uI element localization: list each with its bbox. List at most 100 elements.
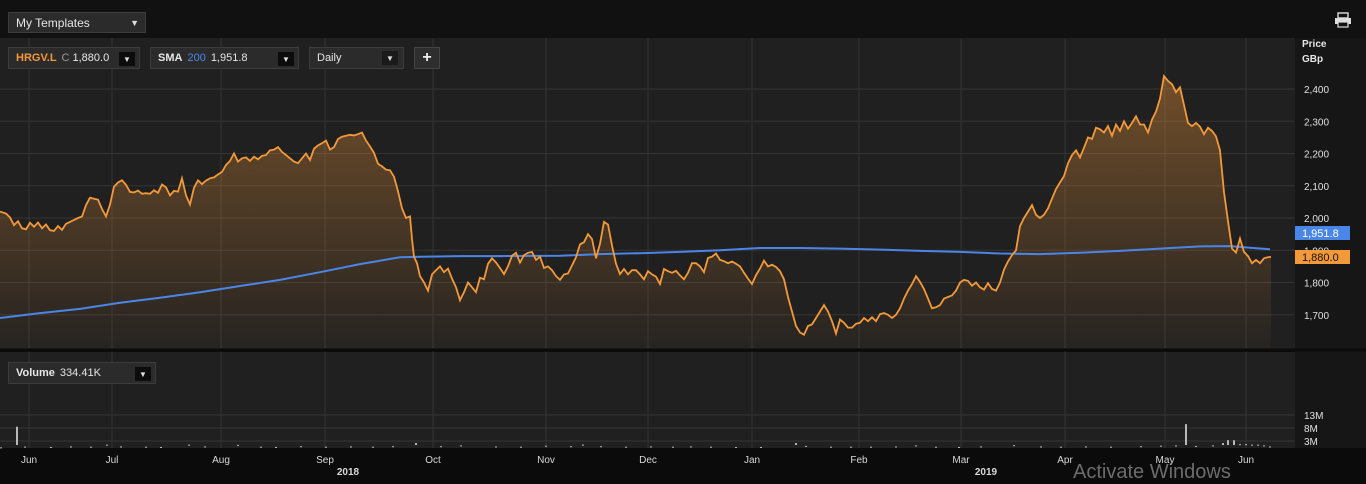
- interval-select[interactable]: Daily ▼: [309, 47, 404, 69]
- sma-period: 200: [187, 52, 206, 64]
- volume-bar: [735, 446, 737, 448]
- volume-bar: [1140, 446, 1142, 448]
- year-label: 2019: [975, 467, 998, 478]
- volume-bars: [0, 424, 1271, 449]
- price-axis-unit: GBp: [1302, 54, 1323, 65]
- x-tick-label: May: [1156, 455, 1175, 466]
- volume-bar: [850, 446, 852, 448]
- volume-bar: [710, 446, 712, 448]
- y-tick-label: 2,200: [1304, 150, 1329, 161]
- volume-bar: [275, 446, 277, 448]
- symbol-legend[interactable]: HRGV.L C 1,880.0 ▼: [8, 47, 140, 69]
- volume-bar: [1239, 444, 1241, 446]
- volume-bar: [372, 446, 374, 448]
- plus-icon: +: [422, 49, 432, 66]
- volume-bar: [0, 447, 2, 449]
- volume-bar: [1060, 446, 1062, 448]
- chevron-down-icon[interactable]: ▼: [382, 51, 398, 65]
- volume-bar: [570, 446, 572, 448]
- volume-bar: [1233, 440, 1235, 445]
- right-axis-background: [1295, 38, 1366, 448]
- symbol-type: C: [61, 52, 70, 64]
- time-axis: Jun Jul Aug Sep Oct Nov Dec Jan Feb Mar Apr May Jun 2…: [21, 455, 1254, 478]
- x-tick-label: Feb: [850, 455, 868, 466]
- volume-bar: [1212, 445, 1214, 447]
- volume-bar: [870, 446, 872, 448]
- chevron-down-icon[interactable]: ▼: [278, 52, 294, 66]
- volume-value: 334.41K: [59, 367, 101, 379]
- top-toolbar: My Templates ▼: [0, 0, 1366, 39]
- price-area-fill: [0, 76, 1271, 349]
- volume-bar: [350, 446, 352, 448]
- x-tick-label: Sep: [316, 455, 334, 466]
- volume-tick-label: 8M: [1304, 424, 1318, 435]
- x-tick-label: Nov: [537, 455, 555, 466]
- volume-bar: [582, 444, 584, 446]
- x-tick-label: Aug: [212, 455, 230, 466]
- volume-bar: [300, 446, 302, 448]
- volume-bar: [1227, 440, 1229, 445]
- templates-dropdown[interactable]: My Templates ▼: [8, 12, 146, 33]
- y-tick-label: 1,700: [1304, 311, 1329, 322]
- volume-bar: [325, 446, 327, 448]
- volume-bar: [24, 446, 26, 448]
- volume-legend[interactable]: Volume 334.41K ▼: [8, 362, 156, 384]
- volume-bar: [90, 446, 92, 448]
- sma-value-label: 1,951.8: [1302, 228, 1339, 240]
- x-tick-label: Mar: [952, 455, 970, 466]
- x-tick-label: Apr: [1057, 455, 1073, 466]
- y-tick-label: 2,400: [1304, 85, 1329, 96]
- volume-bar: [1269, 446, 1271, 448]
- volume-bar: [805, 445, 807, 447]
- symbol-name: HRGV.L: [16, 52, 57, 64]
- interval-label: Daily: [317, 52, 342, 64]
- volume-bar: [1222, 443, 1224, 445]
- year-label: 2018: [337, 467, 360, 478]
- volume-bar: [1185, 424, 1187, 445]
- volume-bar: [830, 446, 832, 448]
- sma-value-tag: 1,951.8: [1295, 226, 1350, 240]
- chevron-down-icon[interactable]: ▼: [119, 52, 135, 66]
- volume-bar: [1013, 445, 1015, 447]
- volume-bar: [1195, 445, 1197, 447]
- volume-bar: [460, 445, 462, 447]
- x-tick-label: Dec: [639, 455, 657, 466]
- price-axis-title: Price: [1302, 39, 1327, 50]
- volume-bar: [1175, 445, 1177, 447]
- volume-bar: [690, 446, 692, 448]
- x-tick-label: Jun: [1238, 455, 1254, 466]
- volume-bar: [188, 444, 190, 446]
- sma-value: 1,951.8: [210, 52, 248, 64]
- sma-name: SMA: [158, 52, 183, 64]
- volume-name: Volume: [16, 367, 55, 379]
- volume-bar: [1257, 444, 1259, 446]
- volume-bar: [672, 446, 674, 448]
- volume-bar: [980, 446, 982, 448]
- volume-bar: [160, 446, 162, 448]
- templates-label: My Templates: [16, 15, 90, 30]
- volume-bar: [70, 446, 72, 448]
- x-tick-label: Jul: [106, 455, 119, 466]
- sma-legend[interactable]: SMA 200 1,951.8 ▼: [150, 47, 299, 69]
- volume-bar: [237, 444, 239, 446]
- volume-bar: [760, 446, 762, 448]
- volume-bar: [1085, 446, 1087, 448]
- volume-bar: [204, 446, 206, 448]
- x-tick-label: Jun: [21, 455, 37, 466]
- volume-bar: [520, 446, 522, 448]
- volume-bar: [935, 446, 937, 448]
- symbol-value: 1,880.0: [72, 52, 110, 64]
- chevron-down-icon[interactable]: ▼: [135, 367, 151, 381]
- price-value-tag: 1,880.0: [1295, 250, 1350, 264]
- volume-tick-label: 3M: [1304, 437, 1318, 448]
- sma-200-line: [0, 245, 1271, 319]
- volume-bar: [895, 446, 897, 448]
- printer-icon[interactable]: [1334, 12, 1352, 28]
- price-chart[interactable]: Price GBp 2,4002,3002,2002,1002,0001,900…: [0, 38, 1366, 480]
- volume-bar: [600, 446, 602, 448]
- add-indicator-button[interactable]: +: [414, 47, 440, 69]
- volume-bar: [1160, 445, 1162, 447]
- volume-bar: [495, 446, 497, 448]
- volume-bar: [1251, 444, 1253, 446]
- volume-bar: [106, 444, 108, 446]
